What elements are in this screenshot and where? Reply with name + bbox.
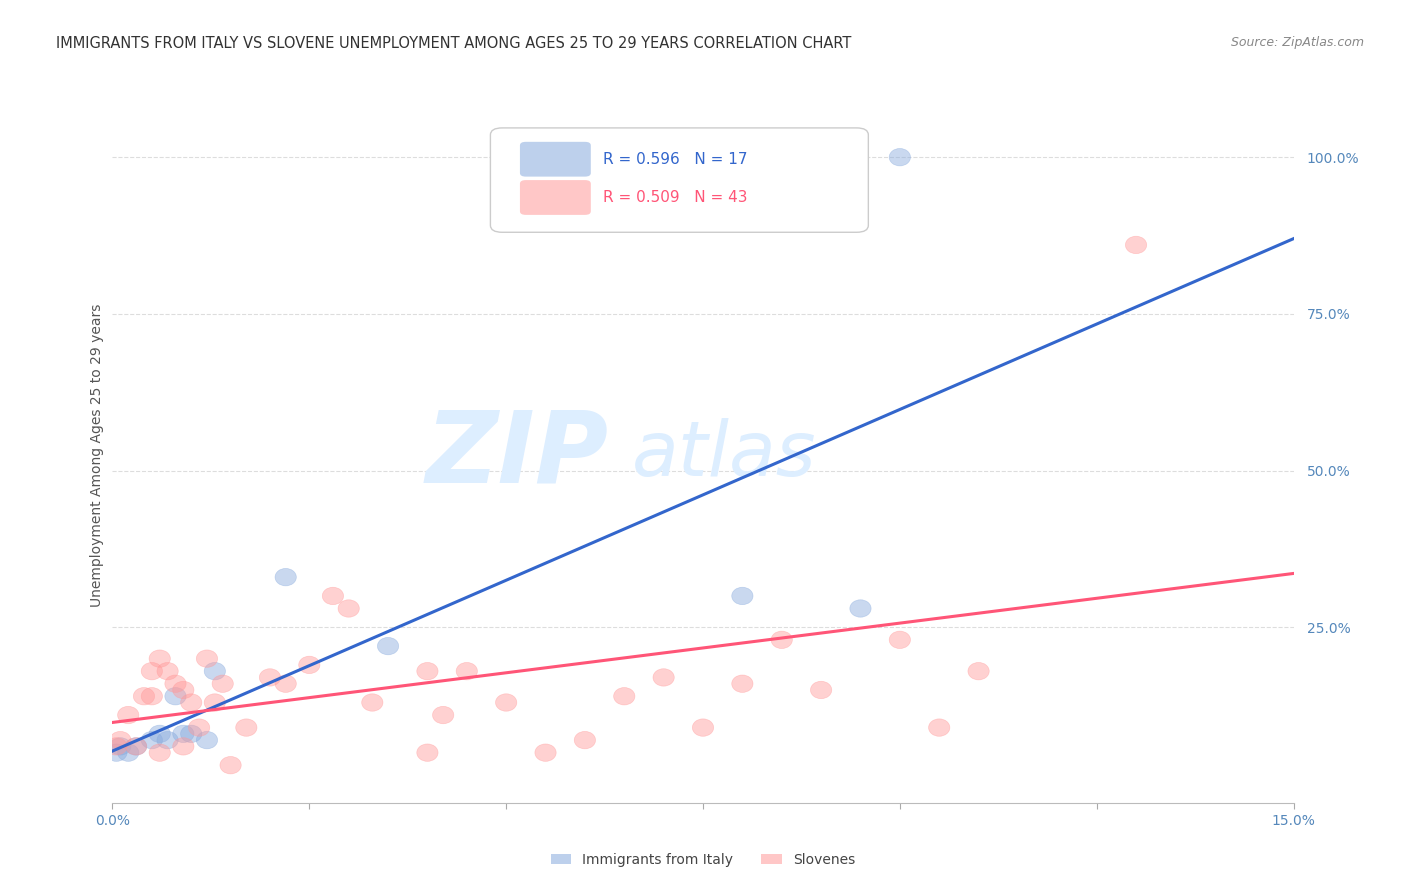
Ellipse shape	[157, 663, 179, 680]
Ellipse shape	[197, 731, 218, 748]
Ellipse shape	[731, 587, 754, 605]
Ellipse shape	[1125, 236, 1147, 253]
Ellipse shape	[849, 599, 872, 617]
Ellipse shape	[770, 632, 793, 648]
Ellipse shape	[157, 731, 179, 748]
Ellipse shape	[141, 688, 163, 705]
Y-axis label: Unemployment Among Ages 25 to 29 years: Unemployment Among Ages 25 to 29 years	[90, 303, 104, 607]
Ellipse shape	[298, 657, 321, 673]
FancyBboxPatch shape	[520, 142, 591, 177]
Ellipse shape	[188, 719, 209, 736]
Ellipse shape	[110, 738, 131, 756]
Ellipse shape	[125, 738, 146, 756]
Ellipse shape	[731, 675, 754, 692]
Ellipse shape	[495, 694, 517, 711]
Ellipse shape	[322, 587, 343, 605]
Ellipse shape	[110, 731, 131, 748]
Ellipse shape	[118, 744, 139, 762]
Ellipse shape	[692, 719, 714, 736]
Ellipse shape	[180, 694, 202, 711]
Ellipse shape	[173, 725, 194, 742]
Ellipse shape	[810, 681, 832, 698]
FancyBboxPatch shape	[520, 180, 591, 215]
Text: IMMIGRANTS FROM ITALY VS SLOVENE UNEMPLOYMENT AMONG AGES 25 TO 29 YEARS CORRELAT: IMMIGRANTS FROM ITALY VS SLOVENE UNEMPLO…	[56, 36, 852, 51]
Ellipse shape	[125, 738, 146, 756]
Ellipse shape	[456, 663, 478, 680]
Ellipse shape	[173, 681, 194, 698]
Ellipse shape	[416, 663, 439, 680]
Ellipse shape	[149, 744, 170, 762]
Ellipse shape	[928, 719, 950, 736]
Ellipse shape	[204, 663, 225, 680]
Ellipse shape	[180, 725, 202, 742]
Ellipse shape	[149, 725, 170, 742]
FancyBboxPatch shape	[491, 128, 869, 232]
Ellipse shape	[173, 738, 194, 756]
Ellipse shape	[105, 744, 127, 762]
Ellipse shape	[889, 148, 911, 166]
Ellipse shape	[534, 744, 557, 762]
Ellipse shape	[219, 756, 242, 774]
Ellipse shape	[574, 731, 596, 748]
Ellipse shape	[377, 638, 399, 655]
Ellipse shape	[141, 663, 163, 680]
Ellipse shape	[118, 706, 139, 723]
Ellipse shape	[259, 669, 281, 686]
Ellipse shape	[337, 599, 360, 617]
Ellipse shape	[212, 675, 233, 692]
Text: atlas: atlas	[633, 418, 817, 491]
Ellipse shape	[889, 632, 911, 648]
Ellipse shape	[141, 731, 163, 748]
Text: R = 0.509   N = 43: R = 0.509 N = 43	[603, 190, 747, 205]
Ellipse shape	[416, 744, 439, 762]
Text: R = 0.596   N = 17: R = 0.596 N = 17	[603, 152, 747, 167]
Ellipse shape	[165, 688, 186, 705]
Ellipse shape	[613, 688, 636, 705]
Ellipse shape	[165, 675, 186, 692]
Ellipse shape	[105, 738, 127, 756]
Text: Source: ZipAtlas.com: Source: ZipAtlas.com	[1230, 36, 1364, 49]
Text: ZIP: ZIP	[426, 407, 609, 503]
Ellipse shape	[197, 650, 218, 667]
Ellipse shape	[276, 675, 297, 692]
Ellipse shape	[276, 568, 297, 586]
Ellipse shape	[204, 694, 225, 711]
Ellipse shape	[433, 706, 454, 723]
Legend: Immigrants from Italy, Slovenes: Immigrants from Italy, Slovenes	[546, 847, 860, 872]
Ellipse shape	[652, 669, 675, 686]
Ellipse shape	[236, 719, 257, 736]
Ellipse shape	[361, 694, 382, 711]
Ellipse shape	[134, 688, 155, 705]
Ellipse shape	[967, 663, 990, 680]
Ellipse shape	[149, 650, 170, 667]
